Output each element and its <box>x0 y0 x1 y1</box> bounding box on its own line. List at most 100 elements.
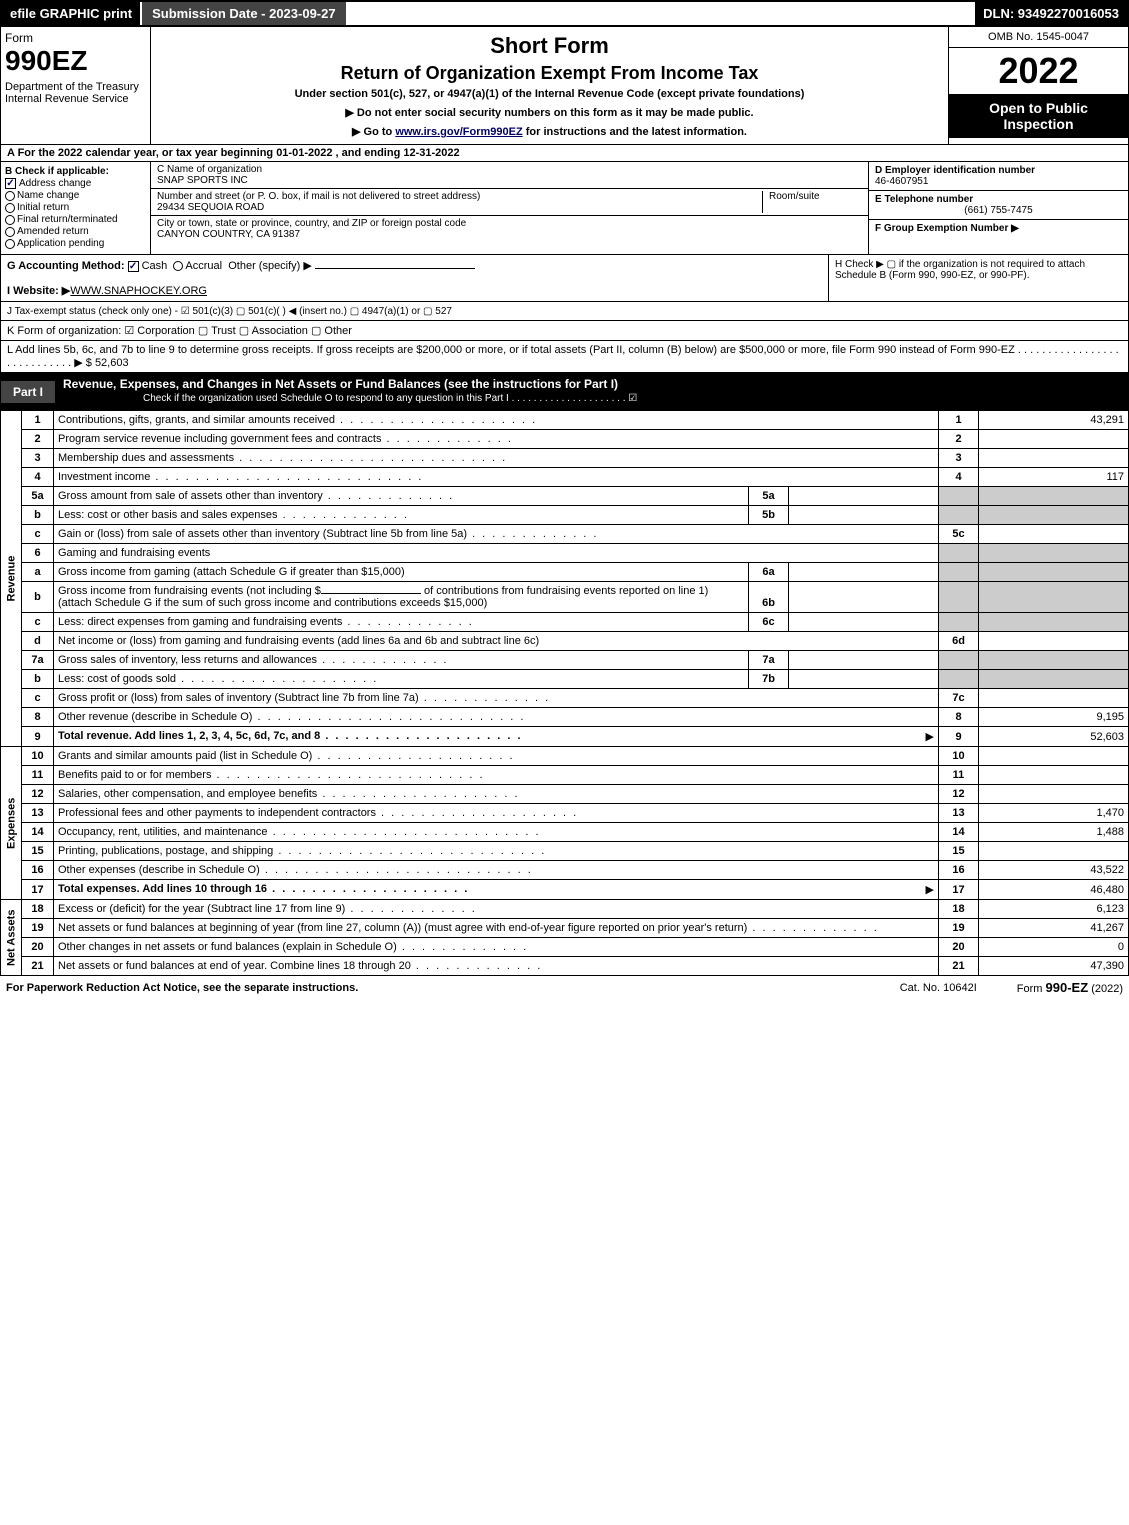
line-21-n: 21 <box>939 957 979 976</box>
group-label: F Group Exemption Number ▶ <box>875 223 1019 234</box>
label-cash: Cash <box>142 260 168 272</box>
part1-sub: Check if the organization used Schedule … <box>63 391 1128 406</box>
line-13-n: 13 <box>939 804 979 823</box>
line-7b-m: 7b <box>749 670 789 689</box>
ein-cell: D Employer identification number 46-4607… <box>869 162 1128 191</box>
irs-link[interactable]: www.irs.gov/Form990EZ <box>395 126 522 138</box>
line-5c-val <box>979 525 1129 544</box>
inspection-badge: Open to Public Inspection <box>949 94 1128 138</box>
check-initial-return[interactable]: Initial return <box>5 202 146 213</box>
line-1-val: 43,291 <box>979 411 1129 430</box>
line-11-n: 11 <box>939 766 979 785</box>
line-13-desc: Professional fees and other payments to … <box>54 804 939 823</box>
header-left: Form 990EZ Department of the Treasury In… <box>1 27 151 144</box>
line-9-desc: Total revenue. Add lines 1, 2, 3, 4, 5c,… <box>54 727 939 747</box>
part1-table: Revenue 1 Contributions, gifts, grants, … <box>0 411 1129 976</box>
line-6d-val <box>979 632 1129 651</box>
line-14-n: 14 <box>939 823 979 842</box>
row-gh: G Accounting Method: Cash Accrual Other … <box>0 255 1129 302</box>
label-other: Other (specify) ▶ <box>228 260 312 272</box>
tax-year: 2022 <box>949 48 1128 94</box>
line-9-n: 9 <box>939 727 979 747</box>
check-accrual[interactable] <box>173 261 183 271</box>
line-13-val: 1,470 <box>979 804 1129 823</box>
box-b: B Check if applicable: Address change Na… <box>1 162 151 254</box>
row-l: L Add lines 5b, 6c, and 7b to line 9 to … <box>0 341 1129 373</box>
note-ssn: ▶ Do not enter social security numbers o… <box>157 106 942 119</box>
ein-value: 46-4607951 <box>875 176 928 187</box>
line-9-val: 52,603 <box>979 727 1129 747</box>
line-18-desc: Excess or (deficit) for the year (Subtra… <box>54 900 939 919</box>
line-18-n: 18 <box>939 900 979 919</box>
line-1-desc: Contributions, gifts, grants, and simila… <box>54 411 939 430</box>
check-application-pending[interactable]: Application pending <box>5 238 146 249</box>
org-name: SNAP SPORTS INC <box>157 175 248 186</box>
line-5a-desc: Gross amount from sale of assets other t… <box>54 487 749 506</box>
line-15-desc: Printing, publications, postage, and shi… <box>54 842 939 861</box>
page-footer: For Paperwork Reduction Act Notice, see … <box>0 976 1129 999</box>
dln-number: DLN: 93492270016053 <box>975 2 1127 25</box>
phone-value: (661) 755-7475 <box>875 205 1122 216</box>
box-b-title: B Check if applicable: <box>5 166 146 177</box>
check-address-change[interactable]: Address change <box>5 178 146 189</box>
line-20-desc: Other changes in net assets or fund bala… <box>54 938 939 957</box>
g-label: G Accounting Method: <box>7 260 125 272</box>
line-21-desc: Net assets or fund balances at end of ye… <box>54 957 939 976</box>
form-label: Form <box>5 31 146 45</box>
check-final-return[interactable]: Final return/terminated <box>5 214 146 225</box>
org-name-cell: C Name of organization SNAP SPORTS INC <box>151 162 868 189</box>
row-l-text: L Add lines 5b, 6c, and 7b to line 9 to … <box>7 344 1119 369</box>
sidelabel-expenses: Expenses <box>1 747 22 900</box>
efile-print-label[interactable]: efile GRAPHIC print <box>2 2 140 25</box>
line-7a-m: 7a <box>749 651 789 670</box>
line-17-n: 17 <box>939 880 979 900</box>
line-12-n: 12 <box>939 785 979 804</box>
line-19-val: 41,267 <box>979 919 1129 938</box>
check-name-change[interactable]: Name change <box>5 190 146 201</box>
row-j: J Tax-exempt status (check only one) - ☑… <box>0 302 1129 321</box>
top-bar: efile GRAPHIC print Submission Date - 20… <box>0 0 1129 27</box>
check-cash[interactable] <box>128 261 139 272</box>
line-19-desc: Net assets or fund balances at beginning… <box>54 919 939 938</box>
line-1-n: 1 <box>939 411 979 430</box>
row-a-period: A For the 2022 calendar year, or tax yea… <box>0 145 1129 162</box>
line-10-n: 10 <box>939 747 979 766</box>
i-label: I Website: ▶ <box>7 285 70 297</box>
line-15-val <box>979 842 1129 861</box>
section-bcd: B Check if applicable: Address change Na… <box>0 162 1129 255</box>
line-1-num: 1 <box>22 411 54 430</box>
header-center: Short Form Return of Organization Exempt… <box>151 27 948 144</box>
org-name-label: C Name of organization <box>157 164 262 175</box>
line-6c-desc: Less: direct expenses from gaming and fu… <box>54 613 749 632</box>
line-6c-m: 6c <box>749 613 789 632</box>
omb-number: OMB No. 1545-0047 <box>949 27 1128 48</box>
footer-paperwork: For Paperwork Reduction Act Notice, see … <box>6 982 358 994</box>
box-def: D Employer identification number 46-4607… <box>868 162 1128 254</box>
line-15-n: 15 <box>939 842 979 861</box>
line-6b-m: 6b <box>749 582 789 613</box>
website-value[interactable]: WWW.SNAPHOCKEY.ORG <box>70 285 207 297</box>
label-accrual: Accrual <box>185 260 222 272</box>
line-20-n: 20 <box>939 938 979 957</box>
line-5b-m: 5b <box>749 506 789 525</box>
line-5c-n: 5c <box>939 525 979 544</box>
check-amended-return[interactable]: Amended return <box>5 226 146 237</box>
part1-tab: Part I <box>1 381 55 403</box>
line-2-desc: Program service revenue including govern… <box>54 430 939 449</box>
city-value: CANYON COUNTRY, CA 91387 <box>157 229 300 240</box>
line-3-n: 3 <box>939 449 979 468</box>
line-5a-mv <box>789 487 939 506</box>
note-link-prefix: ▶ Go to <box>352 126 395 138</box>
line-8-n: 8 <box>939 708 979 727</box>
line-4-desc: Investment income <box>54 468 939 487</box>
line-14-desc: Occupancy, rent, utilities, and maintena… <box>54 823 939 842</box>
form-number: 990EZ <box>5 45 146 77</box>
line-7b-desc: Less: cost of goods sold <box>54 670 749 689</box>
line-10-val <box>979 747 1129 766</box>
line-6a-desc: Gross income from gaming (attach Schedul… <box>54 563 749 582</box>
line-5a-grey <box>939 487 979 506</box>
line-16-n: 16 <box>939 861 979 880</box>
sidelabel-netassets: Net Assets <box>1 900 22 976</box>
group-cell: F Group Exemption Number ▶ <box>869 220 1128 237</box>
row-l-value: 52,603 <box>95 357 129 369</box>
